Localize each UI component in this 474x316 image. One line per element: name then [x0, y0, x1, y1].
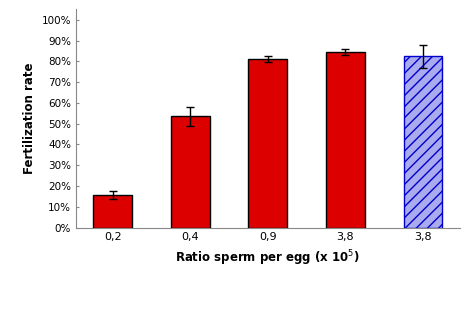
Legend: Cryopreserved sperm, Fresh sperm: Cryopreserved sperm, Fresh sperm [161, 315, 374, 316]
X-axis label: Ratio sperm per egg (x 10$^5$): Ratio sperm per egg (x 10$^5$) [175, 248, 360, 268]
Y-axis label: Fertilization rate: Fertilization rate [23, 63, 36, 174]
Bar [326, 52, 365, 228]
Bar [248, 59, 287, 228]
Bar [93, 195, 132, 228]
Bar [171, 116, 210, 228]
Bar [403, 56, 442, 228]
